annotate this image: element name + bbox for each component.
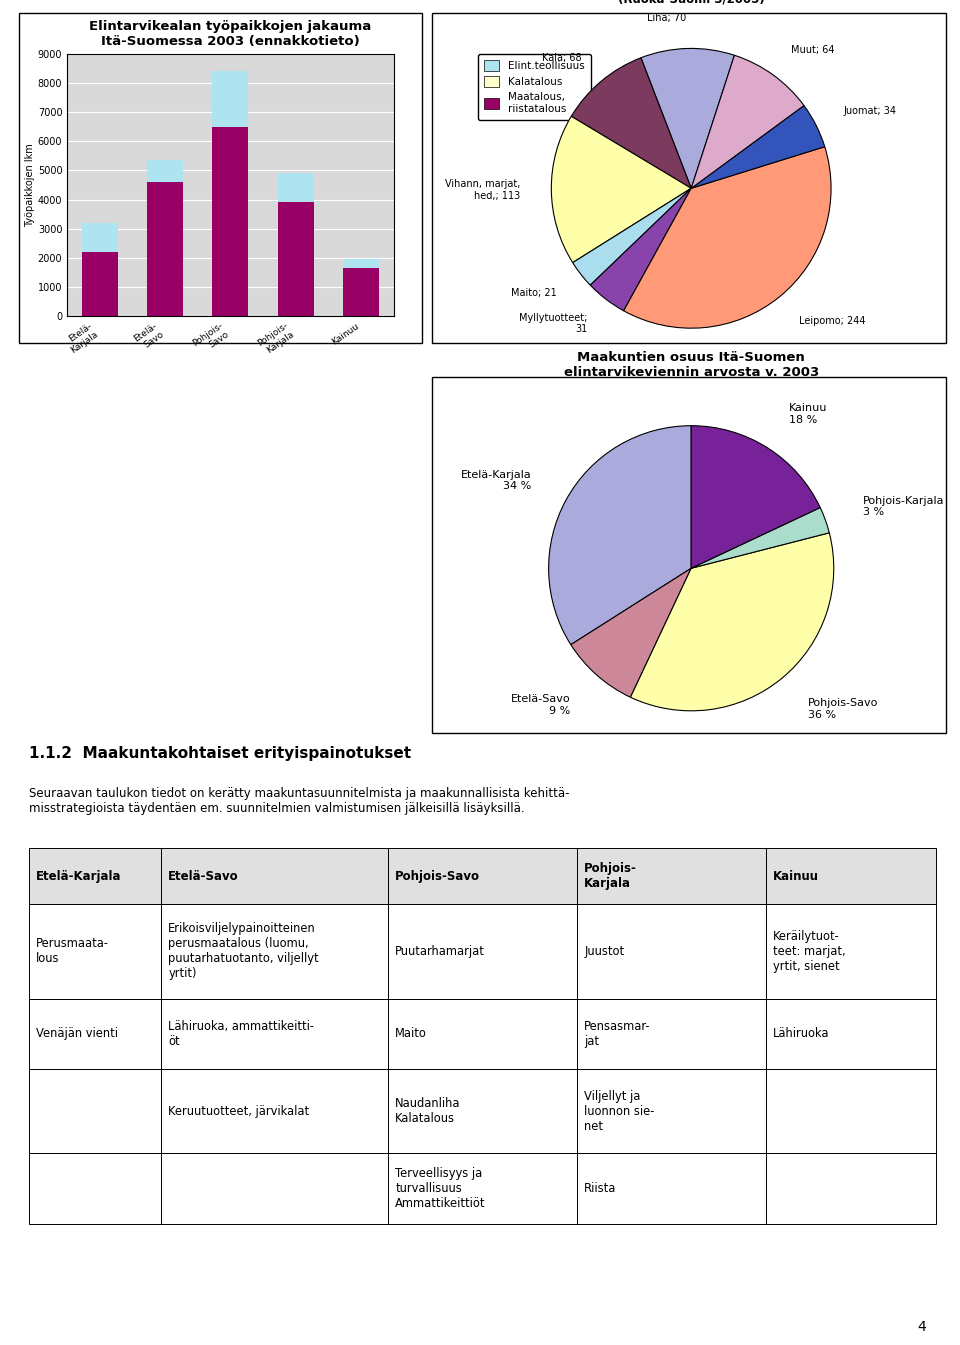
Bar	[766, 904, 936, 998]
Bar	[388, 849, 577, 904]
Bar	[29, 904, 161, 998]
Text: Seuraavan taulukon tiedot on kerätty maakuntasuunnitelmista ja maakunnallisista : Seuraavan taulukon tiedot on kerätty maa…	[29, 787, 569, 815]
Bar	[161, 998, 388, 1069]
Bar	[161, 1069, 388, 1154]
Text: Kainuu
18 %: Kainuu 18 %	[789, 404, 828, 425]
Wedge shape	[691, 507, 829, 569]
Text: Viljellyt ja
luonnon sie-
net: Viljellyt ja luonnon sie- net	[584, 1089, 655, 1132]
Text: Juustot: Juustot	[584, 944, 624, 958]
Bar	[388, 1069, 577, 1154]
Text: Pensasmar-
jat: Pensasmar- jat	[584, 1020, 651, 1048]
Text: Etelä-Savo: Etelä-Savo	[168, 870, 239, 882]
Text: Lähiruoka, ammattikeitti-
öt: Lähiruoka, ammattikeitti- öt	[168, 1020, 314, 1048]
Wedge shape	[571, 58, 691, 188]
Y-axis label: Työpaikkojen lkm: Työpaikkojen lkm	[25, 143, 35, 227]
Wedge shape	[551, 116, 691, 262]
Text: Pohjois-Savo
36 %: Pohjois-Savo 36 %	[807, 698, 877, 720]
Text: Terveellisyys ja
turvallisuus
Ammattikeittiöt: Terveellisyys ja turvallisuus Ammattikei…	[396, 1167, 486, 1210]
Bar	[388, 1154, 577, 1224]
Wedge shape	[691, 105, 825, 188]
Text: Vihann, marjat,
hed,; 113: Vihann, marjat, hed,; 113	[445, 179, 520, 200]
Title: Itä-Suomen elintarvikeyritykset toimialoittain
(Ruoka-Suomi 3/2005): Itä-Suomen elintarvikeyritykset toimialo…	[540, 0, 843, 5]
Bar	[212, 126, 249, 316]
Text: Lähiruoka: Lähiruoka	[773, 1028, 829, 1040]
Bar	[82, 223, 118, 252]
Bar	[29, 998, 161, 1069]
Wedge shape	[624, 147, 831, 328]
Bar	[277, 202, 314, 316]
Bar	[388, 998, 577, 1069]
Wedge shape	[691, 426, 820, 569]
Wedge shape	[691, 55, 804, 188]
Bar	[29, 1154, 161, 1224]
Bar	[766, 998, 936, 1069]
Text: Puutarhamarjat: Puutarhamarjat	[396, 944, 485, 958]
Bar	[577, 904, 766, 998]
Title: Maakuntien osuus Itä-Suomen
elintarvikeviennin arvosta v. 2003: Maakuntien osuus Itä-Suomen elintarvikev…	[564, 351, 819, 379]
Text: Etelä-Karjala: Etelä-Karjala	[36, 870, 122, 882]
Text: Etelä-Karjala
34 %: Etelä-Karjala 34 %	[461, 469, 531, 491]
Bar	[577, 998, 766, 1069]
Text: Muut; 64: Muut; 64	[791, 44, 834, 55]
Text: Kala; 68: Kala; 68	[541, 52, 582, 63]
Bar	[277, 174, 314, 202]
Wedge shape	[590, 188, 691, 311]
Bar	[343, 268, 379, 316]
Bar	[577, 849, 766, 904]
Bar	[29, 1069, 161, 1154]
Text: Keräilytuot-
teet: marjat,
yrtit, sienet: Keräilytuot- teet: marjat, yrtit, sienet	[773, 929, 846, 972]
Text: Pohjois-
Karjala: Pohjois- Karjala	[584, 862, 637, 890]
Title: Elintarvikealan työpaikkojen jakauma
Itä-Suomessa 2003 (ennakkotieto): Elintarvikealan työpaikkojen jakauma Itä…	[89, 20, 372, 48]
Bar	[82, 252, 118, 316]
Bar	[766, 849, 936, 904]
Text: Pohjois-Karjala
3 %: Pohjois-Karjala 3 %	[863, 496, 945, 518]
Wedge shape	[571, 569, 691, 697]
Bar	[766, 1154, 936, 1224]
Text: Etelä-Savo
9 %: Etelä-Savo 9 %	[511, 694, 570, 716]
Text: Naudanliha
Kalatalous: Naudanliha Kalatalous	[396, 1098, 461, 1126]
Bar	[161, 849, 388, 904]
Bar	[577, 1069, 766, 1154]
Text: Venäjän vienti: Venäjän vienti	[36, 1028, 118, 1040]
Bar	[147, 160, 183, 182]
Text: Kainuu: Kainuu	[773, 870, 819, 882]
Text: Maito; 21: Maito; 21	[511, 288, 557, 299]
Bar	[29, 849, 161, 904]
Text: Keruutuotteet, järvikalat: Keruutuotteet, järvikalat	[168, 1104, 309, 1118]
Text: Perusmaata-
lous: Perusmaata- lous	[36, 937, 109, 966]
Bar	[388, 904, 577, 998]
Wedge shape	[573, 188, 691, 285]
Wedge shape	[548, 426, 691, 644]
Bar	[212, 71, 249, 126]
Bar	[343, 260, 379, 268]
Text: Erikoisviljelypainoitteinen
perusmaatalous (luomu,
puutarhatuotanto, viljellyt
y: Erikoisviljelypainoitteinen perusmaatalo…	[168, 923, 319, 981]
Bar	[161, 904, 388, 998]
Text: Liha; 70: Liha; 70	[647, 12, 686, 23]
Text: Myllytuotteet;
31: Myllytuotteet; 31	[518, 313, 588, 335]
Legend: Elint.teollisuus, Kalatalous, Maatalous,
riistatalous: Elint.teollisuus, Kalatalous, Maatalous,…	[477, 54, 590, 120]
Text: Riista: Riista	[584, 1182, 616, 1196]
Text: Juomat; 34: Juomat; 34	[844, 106, 897, 117]
Bar	[161, 1154, 388, 1224]
Bar	[147, 182, 183, 316]
Text: Pohjois-Savo: Pohjois-Savo	[396, 870, 480, 882]
Text: 4: 4	[918, 1321, 926, 1334]
Bar	[766, 1069, 936, 1154]
Text: Maito: Maito	[396, 1028, 427, 1040]
Text: 1.1.2  Maakuntakohtaiset erityispainotukset: 1.1.2 Maakuntakohtaiset erityispainotuks…	[29, 746, 411, 761]
Wedge shape	[631, 533, 834, 710]
Wedge shape	[641, 48, 734, 188]
Bar	[577, 1154, 766, 1224]
Text: Leipomo; 244: Leipomo; 244	[799, 316, 866, 325]
